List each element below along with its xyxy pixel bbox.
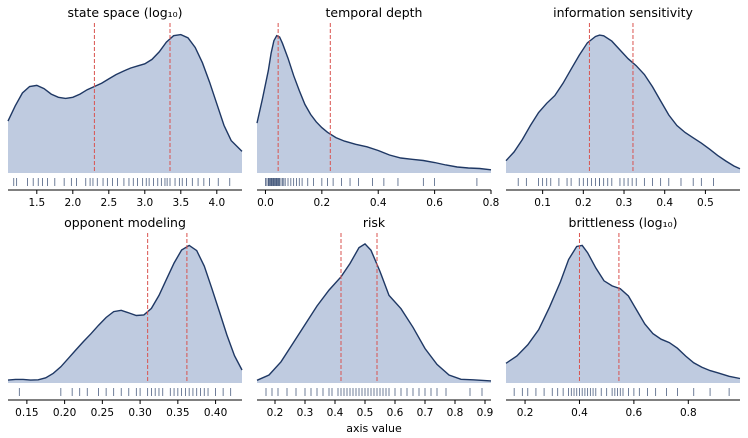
panel-title: opponent modeling — [64, 215, 186, 230]
density-area — [506, 245, 740, 383]
figure-xlabel: axis value — [346, 422, 402, 435]
x-tick-label: 0.8 — [447, 407, 464, 419]
density-area — [8, 34, 242, 173]
x-tick-label: 0.4 — [327, 407, 344, 419]
x-tick-label: 0.5 — [697, 197, 714, 209]
density-area — [257, 243, 491, 383]
panel-title: state space (log₁₀) — [67, 5, 182, 20]
x-tick-label: 0.15 — [15, 407, 38, 419]
x-tick-label: 0.3 — [297, 407, 314, 419]
panel-5: risk 0.2 0.3 0.4 0.5 0.6 0.7 0.8 0.9 — [256, 215, 494, 419]
x-tick-label: 2.0 — [64, 197, 81, 209]
x-tick-label: 0.20 — [53, 407, 76, 419]
x-tick-label: 0.2 — [267, 407, 284, 419]
x-tick-label: 0.1 — [534, 197, 551, 209]
density-line — [505, 34, 741, 170]
panel-title: temporal depth — [326, 5, 423, 20]
density-line — [256, 243, 492, 382]
density-line — [505, 244, 741, 380]
x-tick-label: 0.7 — [417, 407, 434, 419]
panel-title: risk — [363, 215, 386, 230]
density-area — [506, 35, 740, 173]
density-line — [256, 34, 492, 171]
panels: state space (log₁₀) 1.5 2.0 2.5 3.0 3.5 4.0 tem… — [7, 5, 741, 419]
x-tick-label: 3.0 — [136, 197, 153, 209]
x-tick-label: 0.2 — [517, 407, 534, 419]
x-tick-label: 2.5 — [100, 197, 117, 209]
x-tick-label: 0.5 — [357, 407, 374, 419]
density-line — [7, 33, 243, 152]
x-tick-label: 0.6 — [626, 407, 643, 419]
x-tick-label: 0.0 — [257, 197, 274, 209]
x-tick-label: 0.3 — [616, 197, 633, 209]
panel-4: opponent modeling 0.15 0.20 0.25 0.30 0.35 0.4… — [7, 215, 243, 419]
x-tick-label: 0.8 — [483, 197, 500, 209]
panel-6: brittleness (log₁₀) 0.2 0.4 0.6 0.8 — [505, 215, 741, 419]
density-line — [7, 244, 243, 381]
x-tick-label: 0.9 — [477, 407, 494, 419]
x-tick-label: 0.2 — [313, 197, 330, 209]
x-tick-label: 0.30 — [128, 407, 151, 419]
panel-1: state space (log₁₀) 1.5 2.0 2.5 3.0 3.5 4.0 — [7, 5, 243, 209]
x-tick-label: 0.25 — [91, 407, 114, 419]
panel-2: temporal depth 0.0 0.2 0.4 0.6 0.8 — [256, 5, 500, 209]
x-tick-label: 0.4 — [656, 197, 673, 209]
x-tick-label: 0.6 — [426, 197, 443, 209]
panel-title: information sensitivity — [553, 5, 693, 20]
x-tick-label: 4.0 — [208, 197, 225, 209]
x-tick-label: 0.2 — [575, 197, 592, 209]
x-tick-label: 0.4 — [571, 407, 588, 419]
density-area — [257, 35, 491, 174]
x-tick-label: 0.35 — [166, 407, 189, 419]
x-tick-label: 0.8 — [680, 407, 697, 419]
x-tick-label: 0.40 — [204, 407, 227, 419]
x-tick-label: 3.5 — [172, 197, 189, 209]
panel-3: information sensitivity 0.1 0.2 0.3 0.4 0.5 — [505, 5, 741, 209]
density-area — [8, 245, 242, 383]
x-tick-label: 0.6 — [387, 407, 404, 419]
panel-title: brittleness (log₁₀) — [569, 215, 678, 230]
x-tick-label: 0.4 — [370, 197, 387, 209]
x-tick-label: 1.5 — [28, 197, 45, 209]
